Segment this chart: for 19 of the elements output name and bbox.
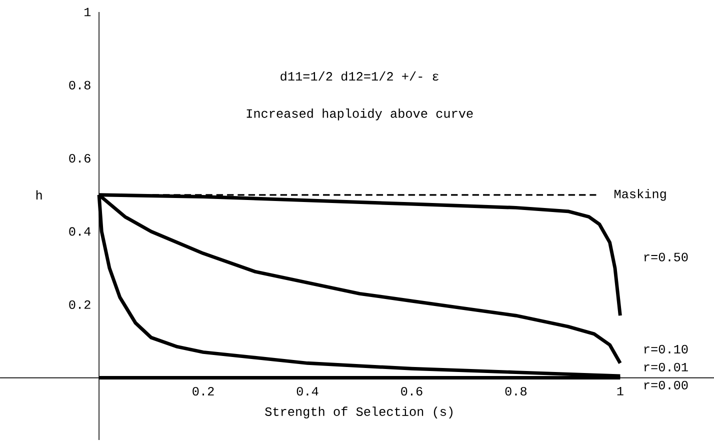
x-tick-label: 0.8	[505, 386, 527, 396]
series-label: Masking	[614, 188, 666, 201]
y-tick-label: 0.4	[69, 227, 91, 236]
annotation: d11=1/2 d12=1/2 +/- ε	[280, 71, 439, 81]
text: r=0.10	[644, 344, 688, 354]
series-label: r=0.00	[644, 380, 688, 390]
y-axis-title: h	[36, 190, 42, 200]
x-tick-label: 0.4	[296, 386, 318, 396]
y-tick-label: 0.8	[69, 80, 90, 90]
x-tick-label: 1	[617, 386, 624, 396]
x-tick-label: 0.6	[401, 386, 422, 396]
y-tick-label: 1	[84, 8, 91, 16]
x-tick-label: 0.2	[192, 386, 214, 396]
y-tick-label: 0.6	[69, 154, 90, 163]
y-tick-label: 0.2	[69, 300, 90, 309]
x-axis-title: Strength of Selection (s)	[265, 406, 452, 418]
annotation: Increased haploidy above curve	[246, 108, 473, 120]
series-label: r=0.01	[644, 362, 688, 372]
text: r=0.50	[644, 252, 688, 262]
